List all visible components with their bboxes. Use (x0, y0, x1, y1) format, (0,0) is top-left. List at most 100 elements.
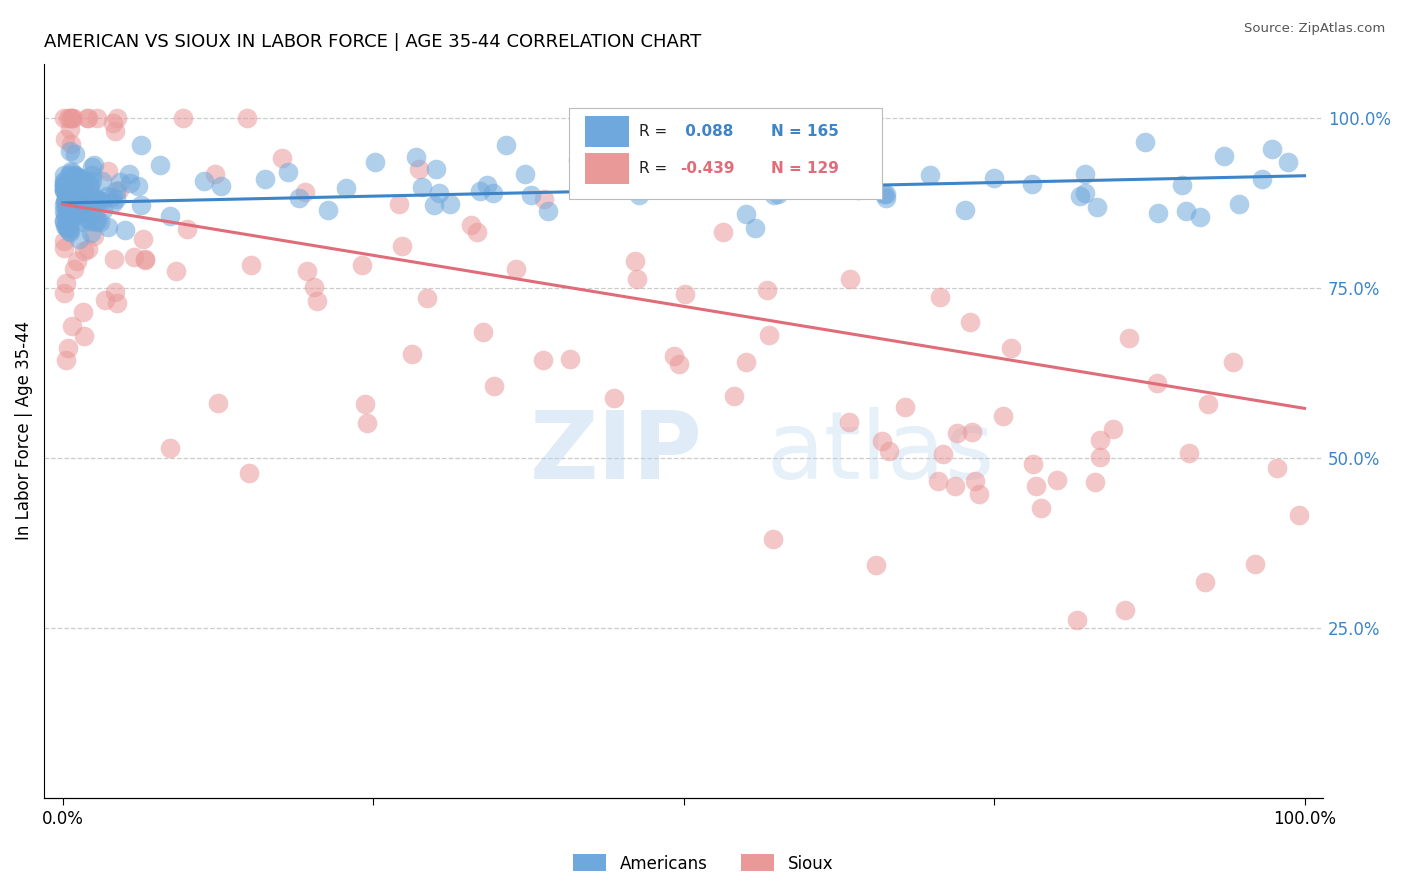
Legend: Americans, Sioux: Americans, Sioux (567, 847, 839, 880)
Point (873, 187, 896, 202)
Point (53, 179, 76, 194)
Point (893, 400, 915, 414)
Point (53, 174, 76, 188)
Point (482, 186, 505, 201)
Point (127, 179, 149, 194)
Point (67, 194, 90, 208)
Point (159, 209, 181, 223)
Point (55, 200, 77, 214)
Point (96, 188, 118, 202)
Point (53, 111, 76, 125)
Point (515, 167, 537, 181)
Text: N = 165: N = 165 (770, 124, 838, 139)
Point (58, 168, 80, 182)
Point (59, 211, 82, 226)
Point (962, 425, 984, 439)
Point (673, 286, 696, 301)
Point (105, 295, 128, 310)
Point (63, 147, 86, 161)
Point (76, 111, 98, 125)
Text: R =: R = (638, 161, 672, 176)
Text: AMERICAN VS SIOUX IN LABOR FORCE | AGE 35-44 CORRELATION CHART: AMERICAN VS SIOUX IN LABOR FORCE | AGE 3… (44, 33, 702, 51)
Point (58, 221, 80, 235)
Point (1265, 461, 1288, 475)
Point (91, 202, 114, 217)
Point (66, 206, 89, 220)
Point (149, 158, 172, 172)
Point (62, 262, 84, 277)
Point (129, 197, 152, 211)
Point (80, 173, 103, 187)
Point (627, 188, 650, 202)
Point (531, 352, 554, 367)
Point (62, 171, 84, 186)
Point (82, 161, 104, 175)
Point (1022, 457, 1045, 471)
Point (238, 466, 260, 480)
Point (53, 178, 76, 193)
Point (53, 131, 76, 145)
Point (107, 183, 129, 197)
Point (439, 197, 461, 211)
Point (943, 478, 966, 492)
Point (132, 232, 155, 246)
Point (1135, 135, 1157, 149)
Point (65, 168, 87, 182)
Point (56, 185, 79, 199)
Point (467, 225, 489, 239)
Point (118, 168, 141, 182)
Point (53, 194, 76, 209)
Point (1171, 178, 1194, 193)
Point (60, 195, 83, 210)
Point (66, 177, 89, 191)
Point (1085, 200, 1108, 214)
Point (1227, 196, 1250, 211)
Point (63, 188, 86, 202)
Point (75, 174, 97, 188)
Point (77, 179, 100, 194)
Point (768, 186, 790, 201)
Point (72, 178, 94, 192)
Point (67, 199, 90, 213)
Point (91, 174, 114, 188)
Point (101, 195, 124, 210)
Point (53, 168, 76, 182)
Text: atlas: atlas (766, 407, 995, 499)
Point (725, 180, 748, 194)
FancyBboxPatch shape (585, 116, 628, 147)
Point (53, 219, 76, 233)
Point (53, 204, 76, 219)
Point (60, 166, 83, 180)
Point (668, 357, 690, 371)
Point (1088, 450, 1111, 465)
Point (79, 214, 101, 228)
Point (239, 258, 262, 272)
Point (94, 293, 117, 308)
Point (72, 192, 94, 206)
Point (86, 213, 108, 227)
Point (405, 150, 427, 164)
Point (1118, 331, 1140, 345)
Point (1244, 558, 1267, 572)
Point (165, 264, 187, 278)
Point (65, 169, 87, 183)
Point (53, 178, 76, 193)
Point (932, 447, 955, 461)
Point (59, 144, 82, 158)
Point (356, 417, 378, 431)
Point (1288, 508, 1310, 523)
Point (425, 161, 447, 176)
Point (83, 207, 105, 221)
Point (66, 192, 89, 206)
Point (558, 352, 581, 367)
Point (89, 214, 111, 228)
Point (89, 194, 111, 208)
Text: 0.088: 0.088 (679, 124, 733, 139)
Point (1261, 143, 1284, 157)
Point (626, 272, 648, 286)
Point (72, 191, 94, 205)
Point (993, 409, 1015, 423)
Point (72, 215, 94, 229)
Point (416, 291, 439, 305)
Point (86, 111, 108, 125)
